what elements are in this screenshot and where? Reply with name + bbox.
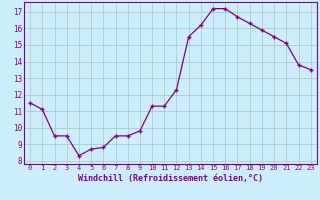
X-axis label: Windchill (Refroidissement éolien,°C): Windchill (Refroidissement éolien,°C) — [78, 174, 263, 183]
